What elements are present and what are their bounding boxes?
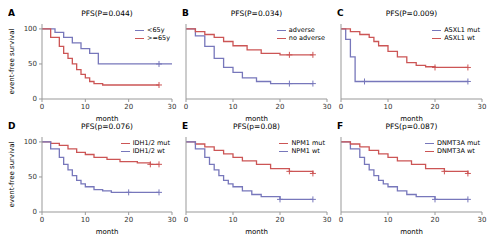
svg-text:30: 30 — [323, 103, 332, 111]
svg-text:10: 10 — [384, 216, 393, 224]
html-text:PFS(p=0.087): PFS(p=0.087) — [385, 122, 438, 131]
svg-text:30: 30 — [478, 103, 487, 111]
svg-text:month: month — [245, 115, 268, 121]
html-text:PFS(P=0.034): PFS(P=0.034) — [230, 9, 283, 18]
svg-text:10: 10 — [229, 103, 238, 111]
svg-text:0: 0 — [184, 216, 188, 224]
svg-text:month: month — [400, 115, 423, 121]
svg-text:50: 50 — [28, 173, 37, 181]
svg-text:event-free survival: event-free survival — [8, 28, 16, 94]
svg-text:10: 10 — [81, 216, 90, 224]
html-text:ASXL1 wt: ASXL1 wt — [444, 34, 475, 42]
html-text:no adverse: no adverse — [288, 34, 325, 42]
svg-text:20: 20 — [276, 103, 285, 111]
html-text:IDH1/2 wt: IDH1/2 wt — [132, 147, 165, 155]
html-text:>=65y: >=65y — [147, 34, 170, 42]
svg-text:30: 30 — [478, 216, 487, 224]
html-text:C: C — [337, 8, 344, 18]
html-text:B: B — [182, 8, 189, 18]
svg-text:30: 30 — [168, 103, 177, 111]
svg-text:10: 10 — [384, 103, 393, 111]
html-text:NPM1 mut: NPM1 mut — [291, 139, 325, 147]
html-text:PFS(p=0.076): PFS(p=0.076) — [81, 122, 133, 131]
svg-text:20: 20 — [276, 216, 285, 224]
svg-text:0: 0 — [33, 95, 37, 103]
svg-text:month: month — [96, 228, 119, 234]
svg-text:month: month — [96, 115, 119, 121]
svg-text:50: 50 — [28, 60, 37, 68]
svg-text:20: 20 — [431, 103, 440, 111]
html-text:IDH1/2 mut: IDH1/2 mut — [132, 139, 170, 147]
svg-text:10: 10 — [81, 103, 90, 111]
svg-text:20: 20 — [124, 103, 133, 111]
svg-text:0: 0 — [40, 216, 44, 224]
html-text:F: F — [337, 121, 344, 131]
html-text:A: A — [8, 8, 15, 18]
svg-text:0: 0 — [40, 103, 44, 111]
html-text:<65y: <65y — [147, 26, 165, 34]
svg-text:20: 20 — [124, 216, 133, 224]
html-text:E: E — [182, 121, 189, 131]
html-text:DNMT3A wt: DNMT3A wt — [436, 147, 475, 155]
svg-text:10: 10 — [229, 216, 238, 224]
html-text:DNMT3A mut: DNMT3A mut — [436, 139, 480, 147]
svg-text:30: 30 — [323, 216, 332, 224]
html-text:ASXL1 mut: ASXL1 mut — [444, 26, 480, 34]
svg-text:event-free survival: event-free survival — [8, 141, 16, 207]
html-text:PFS(p=0.08): PFS(p=0.08) — [233, 122, 280, 131]
html-text:PFS(P=0.009): PFS(P=0.009) — [385, 9, 438, 18]
svg-text:0: 0 — [339, 103, 343, 111]
svg-text:30: 30 — [168, 216, 177, 224]
html-text:adverse: adverse — [288, 26, 315, 34]
svg-text:100: 100 — [24, 138, 37, 146]
html-text:PFS(P=0.044): PFS(P=0.044) — [81, 9, 133, 18]
svg-text:0: 0 — [33, 208, 37, 216]
svg-text:100: 100 — [24, 25, 37, 33]
svg-text:month: month — [245, 228, 268, 234]
svg-text:0: 0 — [339, 216, 343, 224]
svg-text:0: 0 — [184, 103, 188, 111]
html-text:D: D — [8, 121, 16, 131]
html-text:NPM1 wt: NPM1 wt — [291, 147, 320, 155]
svg-text:month: month — [400, 228, 423, 234]
svg-text:20: 20 — [431, 216, 440, 224]
